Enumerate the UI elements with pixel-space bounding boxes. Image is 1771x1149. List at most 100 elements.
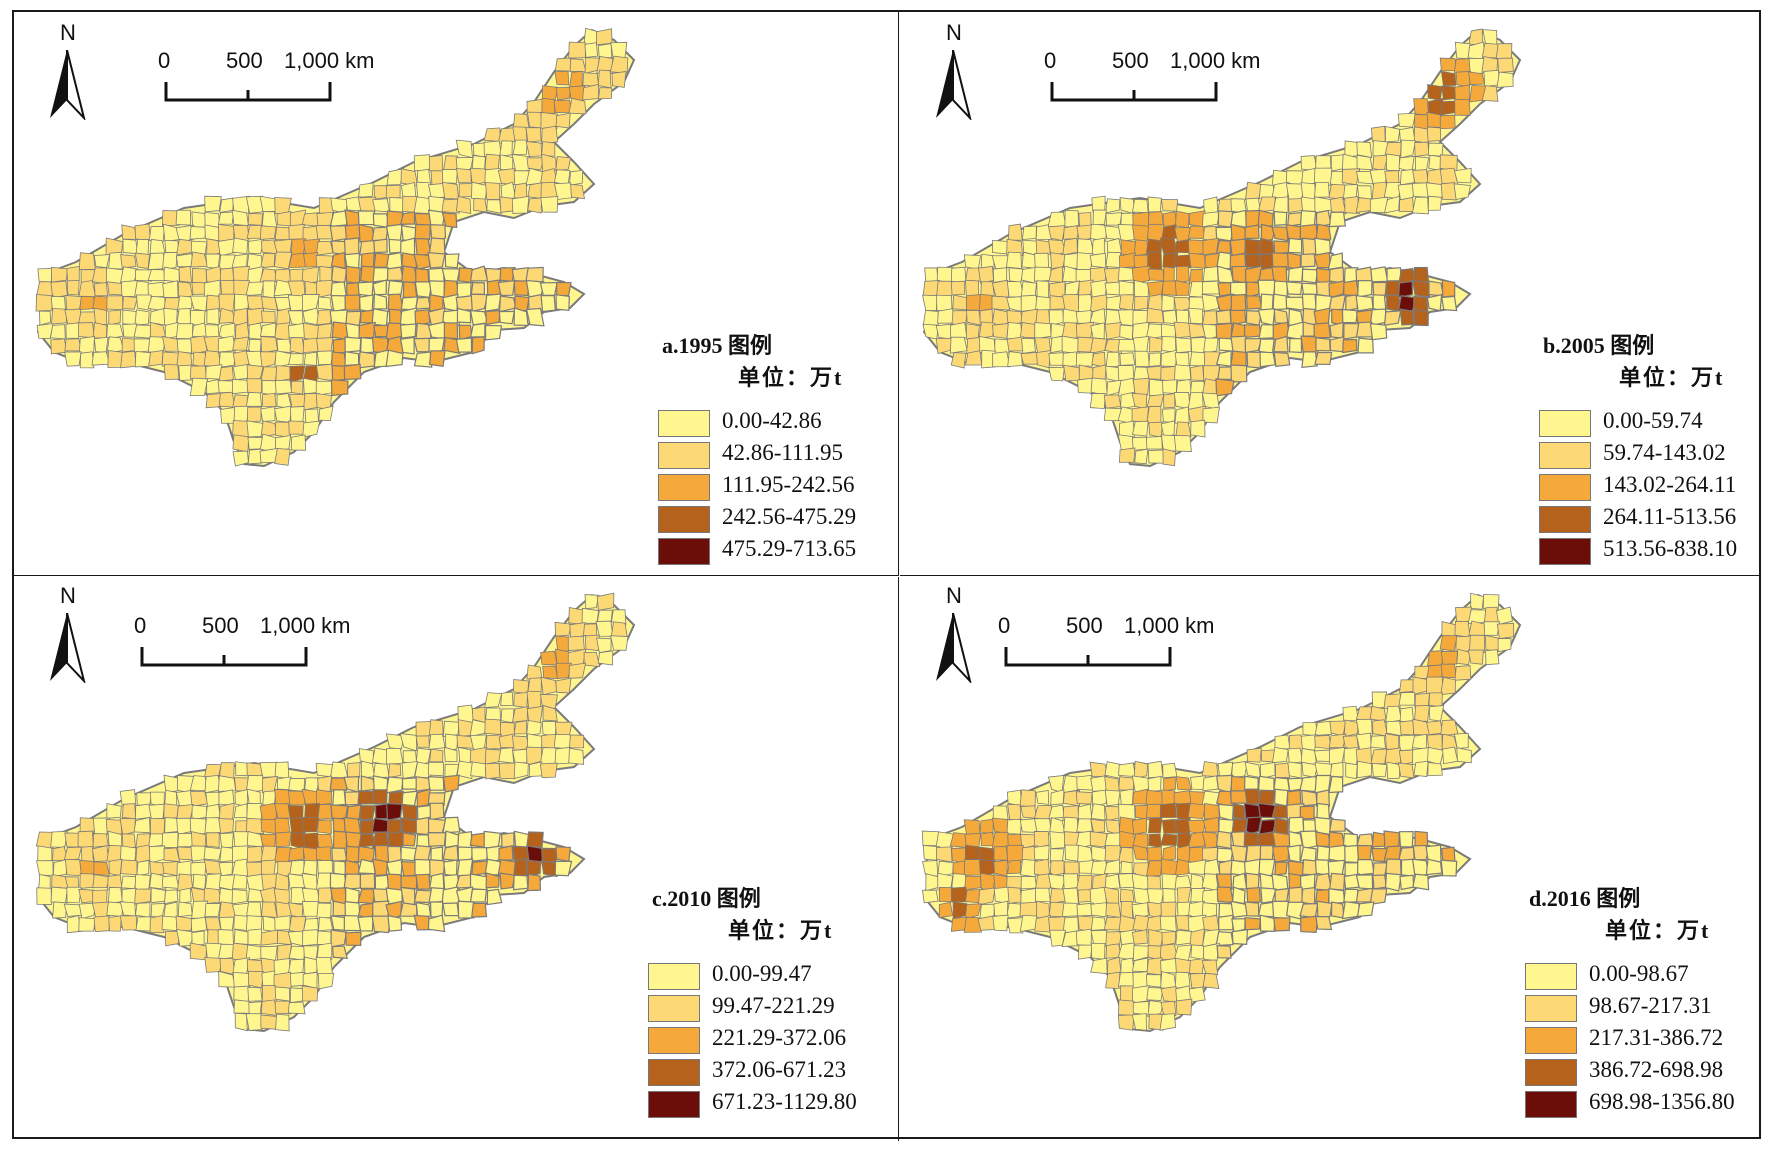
county-unit bbox=[1035, 872, 1053, 890]
county-unit bbox=[512, 139, 528, 155]
county-unit bbox=[527, 197, 542, 214]
county-unit bbox=[540, 111, 558, 130]
county-unit bbox=[952, 294, 968, 311]
legend-swatch bbox=[1525, 1091, 1577, 1118]
county-unit bbox=[429, 154, 444, 173]
county-unit bbox=[1117, 224, 1135, 242]
county-unit bbox=[1245, 181, 1262, 201]
legend-title: b.2005 图例 bbox=[1543, 333, 1655, 358]
county-unit bbox=[1103, 916, 1122, 931]
county-unit bbox=[1174, 364, 1192, 381]
county-unit bbox=[1299, 903, 1319, 919]
scale-label-500: 500 bbox=[202, 613, 239, 638]
county-unit bbox=[1187, 225, 1206, 239]
legend-range: 386.72-698.98 bbox=[1589, 1057, 1724, 1082]
county-unit bbox=[78, 336, 95, 355]
county-unit bbox=[554, 70, 570, 86]
county-unit bbox=[484, 293, 502, 312]
county-unit bbox=[1454, 620, 1471, 638]
county-unit bbox=[204, 195, 222, 213]
county-unit bbox=[1019, 789, 1036, 808]
county-unit bbox=[288, 322, 306, 339]
county-unit bbox=[1161, 294, 1175, 312]
county-unit bbox=[567, 635, 585, 651]
county-unit bbox=[1134, 448, 1149, 465]
county-unit bbox=[275, 831, 292, 848]
county-unit bbox=[978, 846, 997, 863]
county-unit bbox=[50, 324, 66, 340]
county-unit bbox=[526, 664, 543, 680]
county-unit bbox=[36, 323, 54, 339]
county-unit bbox=[1273, 335, 1289, 353]
county-unit bbox=[400, 886, 416, 906]
county-unit bbox=[456, 760, 475, 780]
county-unit bbox=[179, 887, 192, 904]
county-unit bbox=[513, 182, 528, 199]
county-unit bbox=[358, 294, 374, 313]
county-unit bbox=[345, 265, 361, 285]
county-unit bbox=[1077, 803, 1093, 821]
county-unit bbox=[1188, 307, 1204, 324]
county-unit bbox=[288, 252, 307, 268]
county-unit bbox=[1271, 804, 1289, 819]
legend-item: 143.02-264.11 bbox=[1539, 472, 1771, 502]
county-unit bbox=[568, 97, 587, 115]
county-unit bbox=[1246, 747, 1262, 763]
county-unit bbox=[163, 363, 180, 380]
county-unit bbox=[1246, 887, 1261, 903]
county-unit bbox=[218, 223, 235, 242]
county-unit bbox=[1468, 634, 1486, 653]
county-unit bbox=[176, 308, 191, 326]
choropleth-map-2005 bbox=[922, 28, 1522, 468]
county-unit bbox=[1287, 237, 1303, 254]
county-unit bbox=[203, 350, 222, 368]
county-unit bbox=[1383, 310, 1402, 326]
county-unit bbox=[302, 971, 318, 989]
scale-label-0: 0 bbox=[134, 613, 147, 638]
county-unit bbox=[260, 818, 278, 835]
county-unit bbox=[232, 434, 249, 453]
county-unit bbox=[315, 956, 333, 976]
county-unit bbox=[470, 761, 487, 778]
county-unit bbox=[387, 914, 403, 932]
county-unit bbox=[399, 902, 418, 917]
county-unit bbox=[1176, 265, 1190, 284]
county-unit bbox=[1456, 747, 1472, 764]
county-unit bbox=[359, 819, 375, 835]
county-unit bbox=[936, 266, 954, 283]
county-unit bbox=[135, 844, 152, 864]
county-unit bbox=[1345, 294, 1358, 312]
county-unit bbox=[247, 213, 263, 226]
county-unit bbox=[1261, 749, 1275, 763]
county-unit bbox=[1314, 237, 1331, 256]
county-unit bbox=[1439, 100, 1458, 116]
county-unit bbox=[149, 872, 167, 890]
county-unit bbox=[938, 901, 954, 919]
county-unit bbox=[233, 928, 249, 945]
county-unit bbox=[385, 776, 404, 794]
county-unit bbox=[1091, 789, 1108, 808]
county-unit bbox=[1315, 915, 1333, 931]
county-unit bbox=[259, 802, 278, 821]
county-unit bbox=[442, 720, 460, 738]
county-unit bbox=[441, 886, 461, 906]
county-unit bbox=[609, 55, 629, 74]
county-unit bbox=[458, 183, 474, 198]
county-unit bbox=[78, 280, 97, 298]
county-unit bbox=[1468, 58, 1485, 75]
county-unit bbox=[344, 336, 362, 353]
county-unit bbox=[415, 721, 432, 737]
legend-unit: 单位：万t bbox=[1605, 918, 1711, 943]
county-unit bbox=[232, 874, 248, 890]
county-unit bbox=[1246, 351, 1263, 369]
county-unit bbox=[527, 182, 543, 199]
county-unit bbox=[596, 592, 615, 611]
county-unit bbox=[484, 692, 503, 708]
county-unit bbox=[1160, 901, 1177, 918]
county-unit bbox=[416, 804, 433, 821]
legend-item: 386.72-698.98 bbox=[1525, 1057, 1757, 1087]
county-unit bbox=[1090, 818, 1106, 833]
county-unit bbox=[1064, 844, 1080, 862]
county-unit bbox=[1328, 280, 1346, 299]
county-unit bbox=[1467, 649, 1484, 665]
